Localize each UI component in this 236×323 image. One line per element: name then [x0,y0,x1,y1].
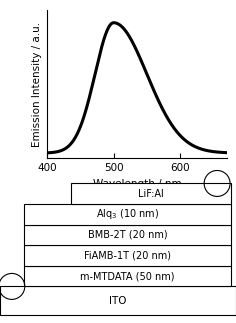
X-axis label: Wavelength / nm: Wavelength / nm [93,179,181,189]
Bar [24,266,231,287]
Text: LiF:Al: LiF:Al [138,189,164,199]
Bar [24,204,231,225]
Text: BMB-2T (20 nm): BMB-2T (20 nm) [88,230,167,240]
Text: FiAMB-1T (20 nm): FiAMB-1T (20 nm) [84,251,171,261]
Bar [24,225,231,245]
Text: ITO: ITO [109,296,127,306]
Text: m-MTDATA (50 nm): m-MTDATA (50 nm) [80,271,175,281]
Text: Alq$_3$ (10 nm): Alq$_3$ (10 nm) [96,207,159,221]
Y-axis label: Emission Intensity / a.u.: Emission Intensity / a.u. [32,21,42,147]
Bar [24,245,231,266]
Bar [0,287,236,315]
Bar [71,183,231,204]
